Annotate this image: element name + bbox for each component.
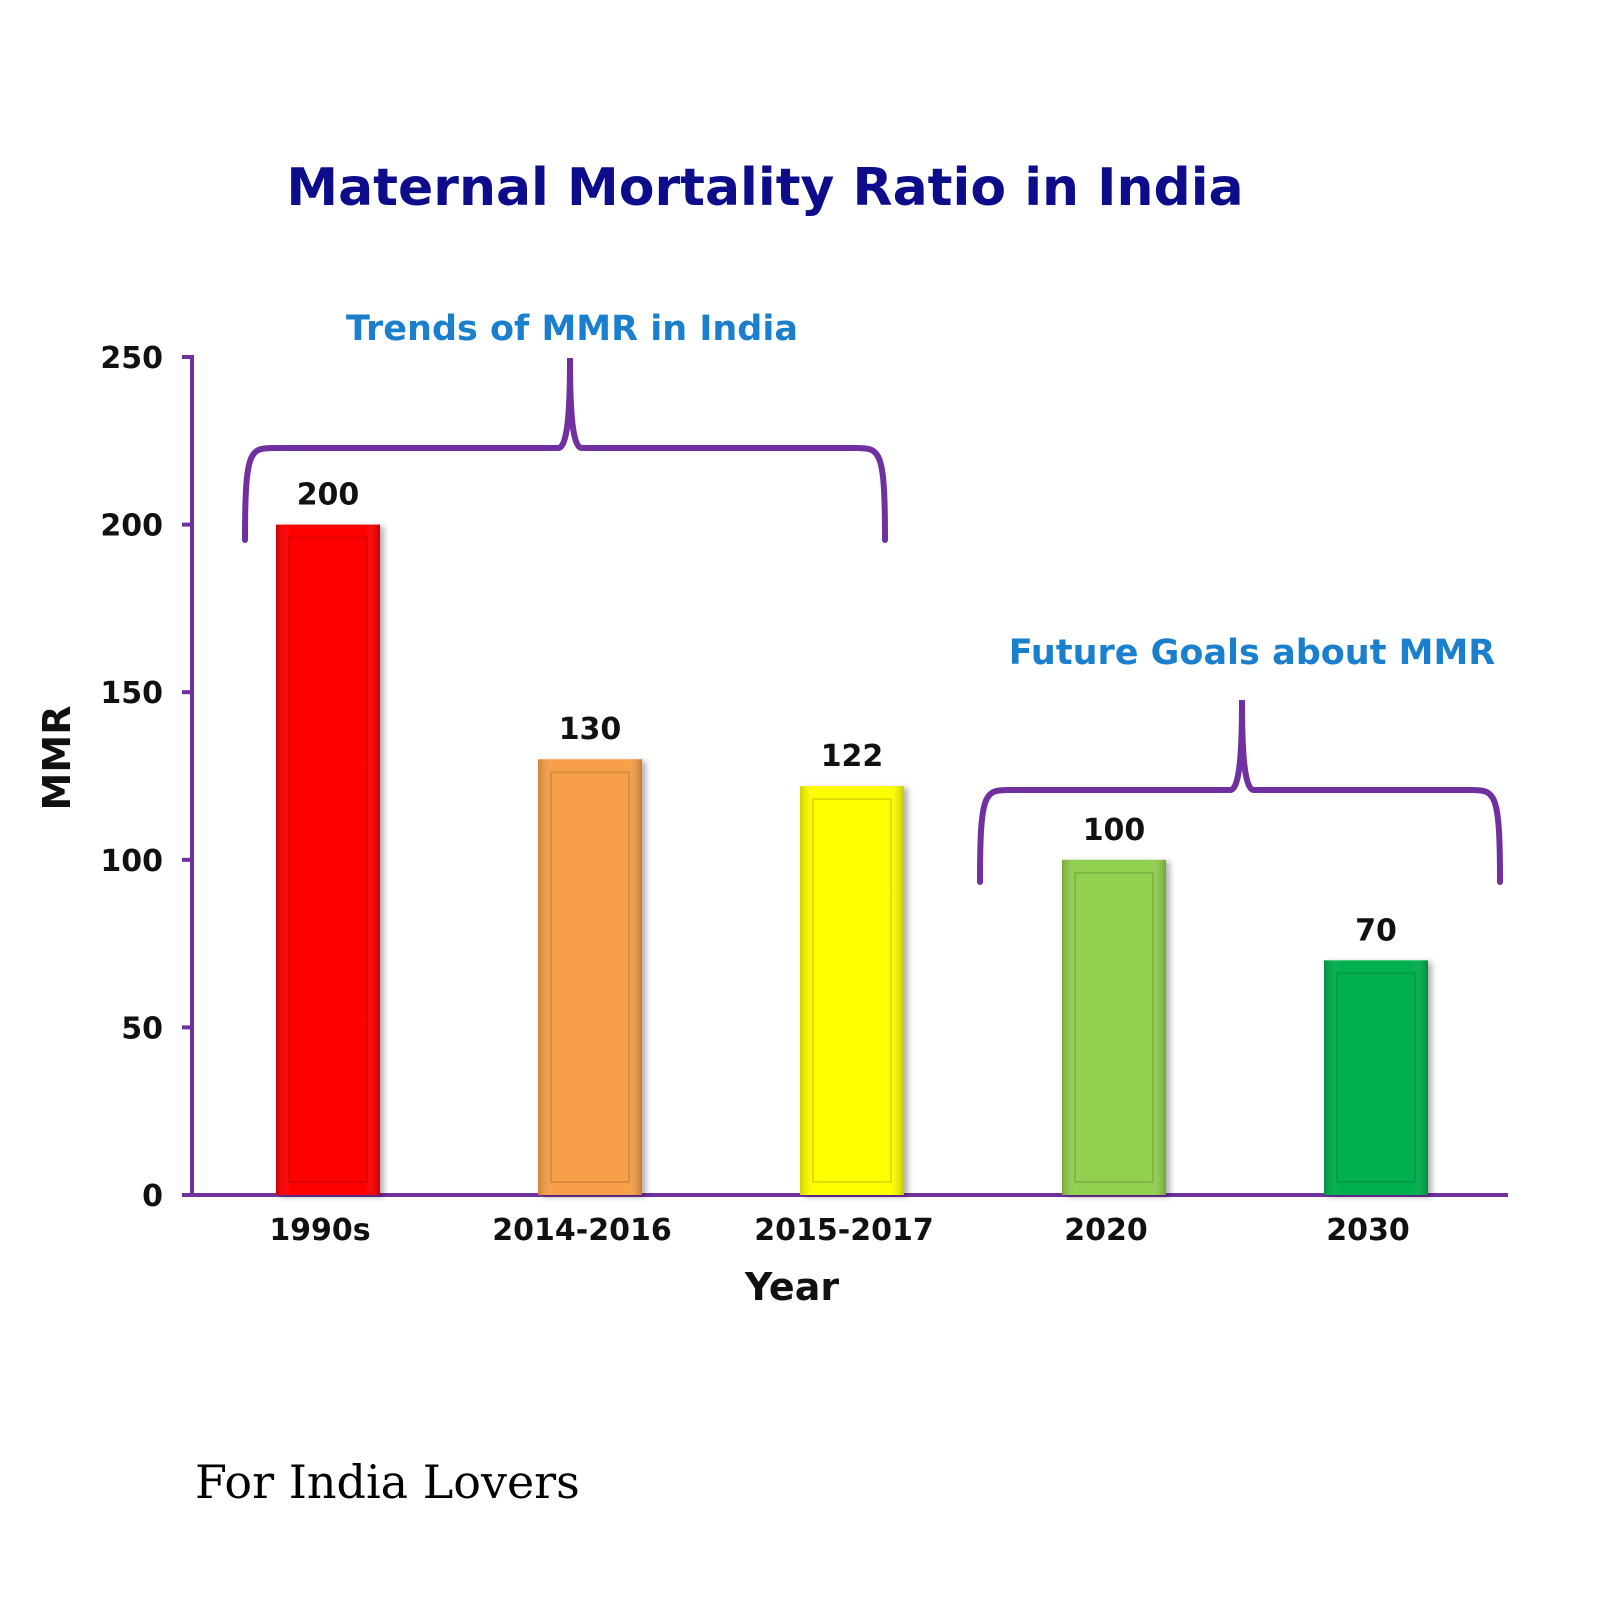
y-tick-label: 250 [100,341,163,376]
bar-bevel [288,536,368,1183]
y-axis-title: MMR [35,706,79,811]
annotation-label: Trends of MMR in India [346,309,798,349]
data-label: 70 [1355,913,1397,948]
x-tick-label: 2030 [1326,1213,1410,1248]
bar-2020: 100 2020 [1062,813,1166,1248]
bar-shading [276,524,380,1195]
annotation-label: Future Goals about MMR [1009,633,1496,673]
bar-shading [1062,859,1166,1195]
bar-bevel [1074,871,1154,1183]
y-tick-label: 0 [142,1179,163,1214]
x-tick-label: 2014-2016 [492,1213,671,1248]
x-axis-title: Year [744,1265,839,1309]
data-label: 122 [821,739,884,774]
x-tick-label: 1990s [269,1213,370,1248]
bar-bevel [550,771,630,1183]
bar-1990s: 200 1990s [269,478,380,1248]
footer-watermark: For India Lovers [195,1455,580,1509]
x-tick-label: 2020 [1064,1213,1148,1248]
y-tick-label: 200 [100,509,163,544]
y-tick-label: 150 [100,676,163,711]
bracket-annotations: Trends of MMR in India Future Goals about… [242,309,1503,885]
bar-shading [538,759,642,1195]
bars: 200 1990s 130 2014-2016 122 2015-2017 100 2020 7… [269,478,1428,1248]
axes: 0 50 100 150 200 250 [100,341,1508,1214]
bar-2015-2017: 122 2015-2017 [754,739,933,1248]
bar-2014-2016: 130 2014-2016 [492,712,671,1248]
data-label: 100 [1083,813,1146,848]
bar-bevel [812,798,892,1184]
data-label: 200 [297,478,360,513]
data-label: 130 [559,712,622,747]
y-tick-label: 50 [121,1011,163,1046]
x-tick-label: 2015-2017 [754,1213,933,1248]
y-tick-label: 100 [100,844,163,879]
curly-brace [242,357,888,543]
curly-brace [977,699,1503,885]
bar-shading [1324,960,1428,1195]
bar-bevel [1336,972,1416,1183]
bar-2030: 70 2030 [1324,913,1428,1248]
bar-shading [800,786,904,1195]
chart-title: Maternal Mortality Ratio in India [286,158,1243,218]
